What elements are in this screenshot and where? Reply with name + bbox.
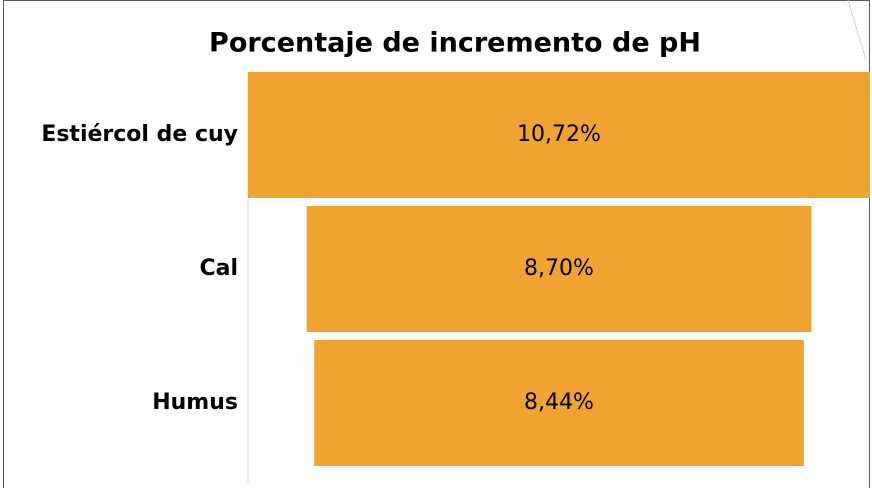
funnel-bar: [306, 206, 812, 332]
funnel-bar: [314, 340, 804, 466]
value-label: 8,70%: [524, 256, 594, 281]
category-label: Humus: [152, 390, 238, 415]
decoration-line: [847, 0, 867, 61]
category-label: Cal: [199, 256, 238, 281]
value-label: 8,44%: [524, 390, 594, 415]
chart-title: Porcentaje de incremento de pH: [209, 28, 701, 59]
value-label: 10,72%: [517, 122, 601, 147]
funnel-bar: [248, 72, 870, 198]
category-label: Estiércol de cuy: [41, 122, 238, 147]
